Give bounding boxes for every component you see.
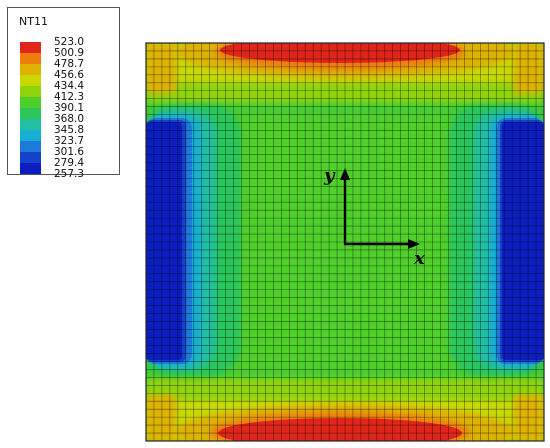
legend-swatch [20,86,41,97]
legend-title: NT11 [19,15,48,28]
legend-value-label: 257.3 [54,168,85,180]
legend-value-label: 456.6 [54,69,85,81]
legend-color-bar [20,42,41,174]
x-arrow-head [408,239,420,249]
legend-swatch [20,53,41,64]
legend-swatch [20,75,41,86]
legend-value-label: 390.1 [54,102,85,114]
legend-swatch [20,152,41,163]
legend-value-label: 478.7 [54,58,85,70]
legend-swatch [20,141,41,152]
legend-swatch [20,130,41,141]
axes-triad [340,168,420,249]
legend-value-label: 323.7 [54,135,85,147]
legend-value-label: 279.4 [54,157,85,169]
plate-border [145,42,545,442]
legend: NT11 523.0 500.9 478.7 456.6 434.4 412.3 390.1… [7,7,120,180]
legend-swatch [20,42,41,53]
legend-value-label: 412.3 [54,91,85,103]
legend-swatch [20,97,41,108]
legend-value-label: 368.0 [54,113,85,125]
y-arrow-head [340,168,350,180]
legend-swatch [20,119,41,130]
legend-value-label: 345.8 [54,124,85,136]
legend-value-label: 434.4 [54,80,85,92]
x-axis-label: x [413,248,425,269]
y-axis-label: y [323,165,336,186]
legend-value-label: 500.9 [54,47,85,59]
legend-swatch [20,108,41,119]
legend-swatch [20,64,41,75]
legend-value-label: 523.0 [54,36,85,48]
legend-value-label: 301.6 [54,146,85,158]
legend-swatch [20,163,41,174]
